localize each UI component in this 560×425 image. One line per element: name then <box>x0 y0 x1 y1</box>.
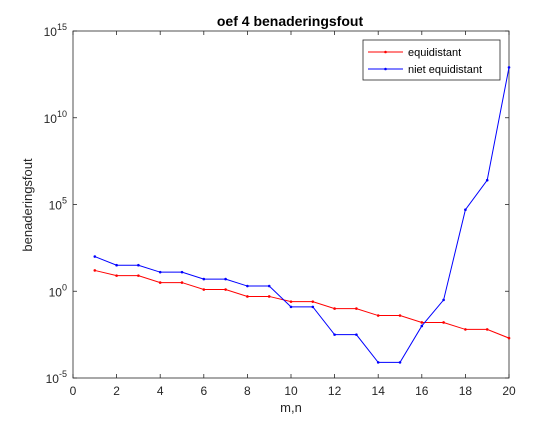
data-point-niet-equidistant <box>376 361 380 364</box>
data-point-equidistant <box>464 328 467 331</box>
x-tick-label: 10 <box>284 384 298 398</box>
x-tick-label: 12 <box>328 384 342 398</box>
data-point-equidistant <box>267 295 271 298</box>
y-tick-base: 10 <box>49 285 63 299</box>
data-point-niet-equidistant <box>420 324 424 328</box>
legend-marker-equidistant <box>384 50 387 54</box>
data-point-equidistant <box>246 295 249 298</box>
x-tick-label: 18 <box>459 384 473 398</box>
plot-area <box>72 30 510 379</box>
y-tick-base: 10 <box>44 25 58 39</box>
series-line-equidistant <box>94 269 510 339</box>
data-point-equidistant <box>93 269 97 272</box>
data-point-niet-equidistant <box>267 284 271 288</box>
data-point-niet-equidistant <box>224 277 227 281</box>
legend-label-niet-equidistant: niet equidistant <box>408 64 482 76</box>
data-point-niet-equidistant <box>93 255 97 258</box>
data-point-equidistant <box>289 300 293 303</box>
y-tick-base: 10 <box>49 199 63 213</box>
x-tick-label: 4 <box>157 384 164 398</box>
x-tick-label: 0 <box>70 384 77 398</box>
legend-marker-niet-equidistant <box>384 67 387 71</box>
y-tick-exponent: 10 <box>57 109 67 119</box>
data-point-equidistant <box>376 314 380 317</box>
data-point-niet-equidistant <box>289 305 293 309</box>
data-point-niet-equidistant <box>158 270 162 274</box>
data-point-niet-equidistant <box>333 333 336 336</box>
y-tick-base: 10 <box>46 372 60 386</box>
data-point-equidistant <box>355 307 358 310</box>
y-tick-label: 1015 <box>44 22 67 39</box>
data-point-niet-equidistant <box>355 333 358 336</box>
y-tick-exponent: 0 <box>62 282 67 292</box>
series-line-niet-equidistant <box>94 67 510 363</box>
data-point-niet-equidistant <box>180 270 184 274</box>
series-layer <box>93 66 511 364</box>
data-point-equidistant <box>158 281 162 284</box>
y-tick-label: 105 <box>49 196 67 213</box>
data-point-niet-equidistant <box>398 361 402 364</box>
y-tick-exponent: 5 <box>62 196 67 206</box>
data-point-equidistant <box>333 307 336 310</box>
data-point-equidistant <box>202 288 206 291</box>
x-tick-label: 6 <box>200 384 207 398</box>
data-point-equidistant <box>137 274 140 277</box>
data-point-niet-equidistant <box>137 263 140 267</box>
x-tick-label: 8 <box>244 384 251 398</box>
data-point-niet-equidistant <box>202 277 206 281</box>
chart-title: oef 4 benaderingsfout <box>217 13 364 29</box>
legend-label-equidistant: equidistant <box>408 47 461 59</box>
data-point-niet-equidistant <box>246 284 249 288</box>
data-point-equidistant <box>398 314 402 317</box>
data-point-niet-equidistant <box>115 263 118 267</box>
x-tick-label: 14 <box>372 384 386 398</box>
legend-box <box>362 39 501 81</box>
x-axis-label: m,n <box>280 400 302 415</box>
y-tick-base: 10 <box>44 112 58 126</box>
x-tick-label: 20 <box>502 384 516 398</box>
x-tick-label: 2 <box>113 384 120 398</box>
data-point-niet-equidistant <box>442 298 445 302</box>
y-tick-exponent: -5 <box>59 369 67 379</box>
x-axis: 0 2 4 6 8 10 12 14 16 18 20 <box>70 31 516 398</box>
data-point-equidistant <box>420 321 424 324</box>
data-point-equidistant <box>224 288 227 291</box>
y-axis-label: benaderingsfout <box>20 158 35 252</box>
data-point-equidistant <box>485 328 489 331</box>
data-point-niet-equidistant <box>485 178 489 182</box>
data-point-equidistant <box>311 300 315 303</box>
y-tick-label: 10-5 <box>46 369 67 386</box>
data-point-niet-equidistant <box>311 305 315 309</box>
data-point-niet-equidistant <box>464 208 467 212</box>
y-tick-label: 100 <box>49 282 67 299</box>
data-point-niet-equidistant <box>507 66 511 69</box>
legend: equidistant niet equidistant <box>362 39 501 81</box>
y-tick-exponent: 15 <box>57 22 67 32</box>
x-tick-label: 16 <box>415 384 429 398</box>
data-point-equidistant <box>507 336 511 340</box>
data-point-equidistant <box>115 274 118 277</box>
data-point-equidistant <box>180 281 184 284</box>
data-point-equidistant <box>442 321 445 324</box>
y-tick-label: 1010 <box>44 109 67 126</box>
